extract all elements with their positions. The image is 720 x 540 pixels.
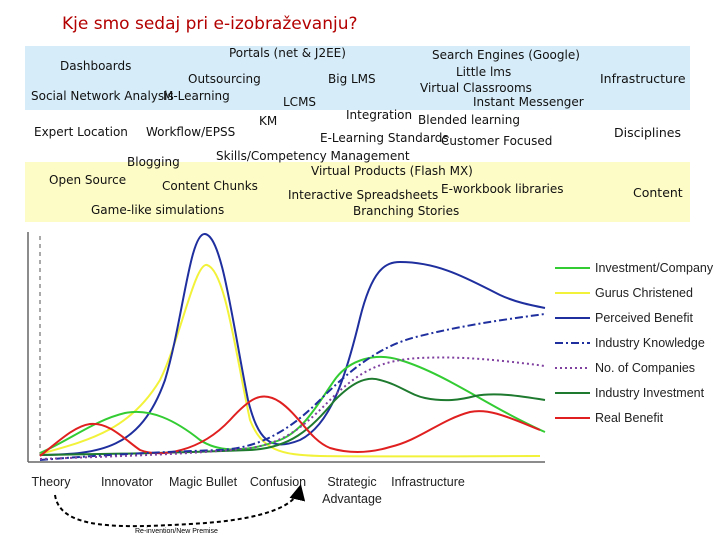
- term-integration: Integration: [346, 108, 413, 122]
- term-social-network-analysis: Social Network Analysis: [31, 89, 174, 103]
- stage-label: Theory: [32, 475, 72, 489]
- legend-label: Industry Investment: [595, 386, 705, 400]
- term-m-learning: M-Learning: [163, 89, 230, 103]
- term-blended-learning: Blended learning: [418, 113, 520, 127]
- legend-label: Investment/Company: [595, 261, 714, 275]
- term-big-lms: Big LMS: [328, 72, 376, 86]
- stage-label: Magic Bullet: [169, 475, 238, 489]
- curve-gurus-christened: [39, 264, 541, 458]
- term-virtual-classrooms: Virtual Classrooms: [420, 81, 532, 95]
- legend: Investment/Company Gurus Christened Percei…: [555, 261, 714, 425]
- term-portals: Portals (net & J2EE): [229, 46, 346, 60]
- stage-label: Strategic Advantage: [322, 475, 382, 506]
- legend-label: Gurus Christened: [595, 286, 693, 300]
- term-instant-messenger: Instant Messenger: [473, 95, 584, 109]
- term-little-lms: Little lms: [456, 65, 512, 79]
- category-disciplines: Disciplines: [614, 125, 681, 140]
- curve-industry-knowledge: [39, 313, 546, 461]
- term-blogging: Blogging: [127, 155, 180, 169]
- curve-perceived-benefit: [39, 233, 546, 456]
- curve-real-benefit: [39, 395, 541, 457]
- legend-label: Industry Knowledge: [595, 336, 705, 350]
- stage-label: Confusion: [250, 475, 306, 489]
- infrastructure-band: [25, 46, 690, 110]
- disciplines-band: [25, 110, 690, 162]
- term-skills-competency: Skills/Competency Management: [216, 149, 410, 163]
- content-band: [25, 162, 690, 222]
- stage-label: Innovator: [101, 475, 153, 489]
- category-infrastructure: Infrastructure: [600, 71, 686, 86]
- legend-label: No. of Companies: [595, 361, 695, 375]
- term-workflow-epss: Workflow/EPSS: [146, 125, 236, 139]
- term-dashboards: Dashboards: [60, 59, 132, 73]
- term-customer-focused: Customer Focused: [441, 134, 553, 148]
- legend-label: Real Benefit: [595, 411, 664, 425]
- curve-investment-company: [39, 355, 546, 454]
- term-interactive-spreadsheets: Interactive Spreadsheets: [288, 188, 439, 202]
- term-eworkbook-libraries: E-workbook libraries: [441, 182, 564, 196]
- term-km: KM: [259, 114, 278, 128]
- term-virtual-products: Virtual Products (Flash MX): [311, 164, 473, 178]
- reinvention-loop-arrow: [54, 484, 306, 528]
- term-elearning-standards: E-Learning Standards: [320, 131, 449, 145]
- stage-label: Infrastructure: [391, 475, 465, 489]
- term-expert-location: Expert Location: [34, 125, 128, 139]
- term-lcms: LCMS: [283, 95, 317, 109]
- term-search-engines: Search Engines (Google): [432, 48, 580, 62]
- term-open-source: Open Source: [49, 173, 127, 187]
- cycle-label: Re-invention/New Premise: [135, 528, 218, 535]
- category-content: Content: [633, 185, 683, 200]
- legend-label: Perceived Benefit: [595, 311, 694, 325]
- curve-industry-investment: [39, 377, 546, 456]
- term-outsourcing: Outsourcing: [188, 72, 261, 86]
- term-game-like-simulations: Game-like simulations: [91, 203, 225, 217]
- page-title: Kje smo sedaj pri e-izobraževanju?: [62, 14, 358, 34]
- term-content-chunks: Content Chunks: [162, 179, 258, 193]
- term-branching-stories: Branching Stories: [353, 204, 460, 218]
